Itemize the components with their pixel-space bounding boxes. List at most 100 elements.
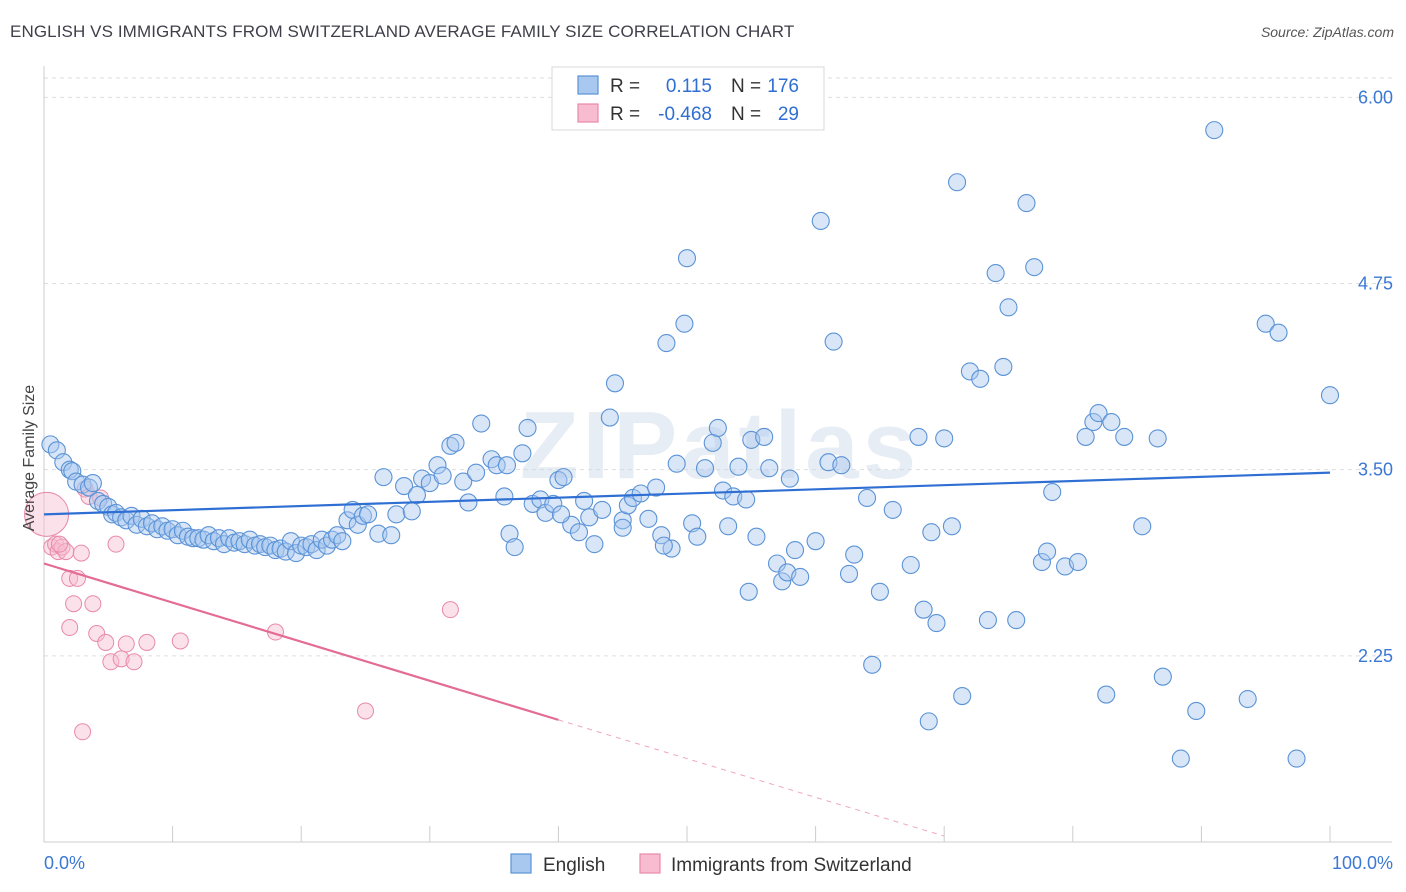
x-tick-label-max: 100.0% bbox=[1332, 853, 1393, 873]
english-point bbox=[505, 538, 524, 557]
english-n-label: N = bbox=[731, 76, 761, 97]
english-point bbox=[773, 572, 792, 591]
english-point bbox=[901, 555, 920, 575]
swiss-series bbox=[24, 480, 459, 741]
english-point bbox=[333, 532, 352, 551]
english-point bbox=[467, 463, 486, 482]
english-point bbox=[428, 456, 447, 475]
english-point bbox=[173, 521, 192, 540]
english-point bbox=[845, 545, 864, 564]
english-point bbox=[395, 477, 414, 496]
english-point bbox=[281, 532, 300, 551]
english-point bbox=[688, 527, 707, 546]
english-point bbox=[446, 433, 465, 452]
english-point bbox=[978, 611, 997, 630]
english-point bbox=[935, 429, 954, 448]
english-point bbox=[302, 535, 321, 554]
english-point bbox=[569, 523, 589, 542]
english-point bbox=[1032, 552, 1051, 572]
legend-swiss-label: Immigrants from Switzerland bbox=[671, 855, 912, 876]
english-point bbox=[960, 362, 979, 381]
swiss-swatch bbox=[577, 103, 599, 123]
english-point bbox=[639, 509, 658, 528]
x-tick-labels: 0.0% 100.0% bbox=[44, 853, 1393, 873]
chart-title: ENGLISH VS IMMIGRANTS FROM SWITZERLAND A… bbox=[10, 22, 795, 41]
english-point bbox=[551, 505, 571, 524]
english-point bbox=[737, 490, 756, 509]
english-point bbox=[328, 526, 347, 545]
swiss-n-value: 29 bbox=[778, 104, 799, 125]
y-tick-label: 3.50 bbox=[1358, 460, 1393, 480]
english-point bbox=[1153, 667, 1172, 686]
swiss-point bbox=[117, 635, 135, 653]
english-point bbox=[986, 264, 1005, 283]
english-point bbox=[652, 526, 671, 545]
english-point bbox=[922, 523, 941, 542]
english-point bbox=[382, 526, 401, 545]
swiss-point bbox=[97, 633, 115, 651]
swiss-point bbox=[125, 653, 143, 671]
english-r-label: R = bbox=[610, 76, 640, 97]
legend-english-label: English bbox=[543, 855, 605, 876]
x-tick-label-min: 0.0% bbox=[44, 853, 85, 873]
swiss-point bbox=[65, 595, 83, 613]
swiss-n-label: N = bbox=[731, 104, 761, 125]
english-point bbox=[695, 459, 715, 478]
english-point bbox=[971, 369, 990, 388]
english-point bbox=[683, 514, 702, 533]
grid-lines bbox=[44, 77, 1392, 657]
english-point bbox=[657, 334, 676, 353]
trend-lines bbox=[43, 471, 1331, 837]
english-point bbox=[667, 454, 686, 473]
swiss-point bbox=[107, 535, 125, 553]
english-point bbox=[919, 712, 938, 731]
english-point bbox=[585, 535, 604, 554]
english-point bbox=[719, 517, 738, 536]
english-point bbox=[713, 481, 733, 500]
english-r-value: 0.115 bbox=[666, 76, 712, 97]
english-point bbox=[1068, 552, 1087, 572]
english-point bbox=[942, 517, 961, 536]
english-point bbox=[549, 471, 568, 490]
swiss-point bbox=[61, 619, 79, 637]
english-point bbox=[63, 462, 82, 481]
english-point bbox=[374, 468, 393, 487]
bottom-legend: English Immigrants from Switzerland bbox=[510, 853, 912, 876]
english-point bbox=[307, 541, 326, 560]
english-point bbox=[677, 249, 697, 268]
english-point bbox=[1076, 427, 1095, 446]
english-point bbox=[999, 298, 1018, 317]
english-point bbox=[927, 614, 946, 633]
swiss-point bbox=[112, 650, 130, 668]
english-point bbox=[137, 517, 156, 536]
english-point bbox=[1025, 258, 1044, 277]
english-trend-line bbox=[43, 471, 1331, 516]
english-point bbox=[544, 494, 563, 513]
english-point bbox=[953, 687, 972, 706]
english-point bbox=[83, 474, 102, 493]
english-point bbox=[1017, 194, 1036, 213]
english-point bbox=[654, 536, 673, 555]
english-point bbox=[454, 472, 473, 491]
english-point bbox=[518, 418, 537, 438]
english-point bbox=[780, 469, 799, 488]
english-point bbox=[142, 514, 162, 533]
english-point bbox=[88, 491, 108, 511]
english-point bbox=[513, 444, 532, 463]
y-tick-label: 2.25 bbox=[1358, 646, 1393, 666]
english-point bbox=[1133, 517, 1152, 536]
english-point bbox=[791, 567, 810, 586]
swiss-trend-line bbox=[43, 562, 559, 721]
english-point bbox=[785, 541, 805, 560]
english-point bbox=[760, 459, 779, 478]
english-point bbox=[47, 441, 66, 460]
english-point bbox=[1007, 611, 1026, 630]
english-point bbox=[675, 314, 694, 333]
y-axis-label: Average Family Size bbox=[21, 385, 38, 532]
y-tick-labels: 2.25 3.50 4.75 6.00 bbox=[1358, 87, 1393, 665]
english-point bbox=[948, 173, 967, 192]
english-point bbox=[204, 532, 223, 551]
english-point bbox=[433, 466, 452, 485]
english-point bbox=[811, 211, 830, 231]
